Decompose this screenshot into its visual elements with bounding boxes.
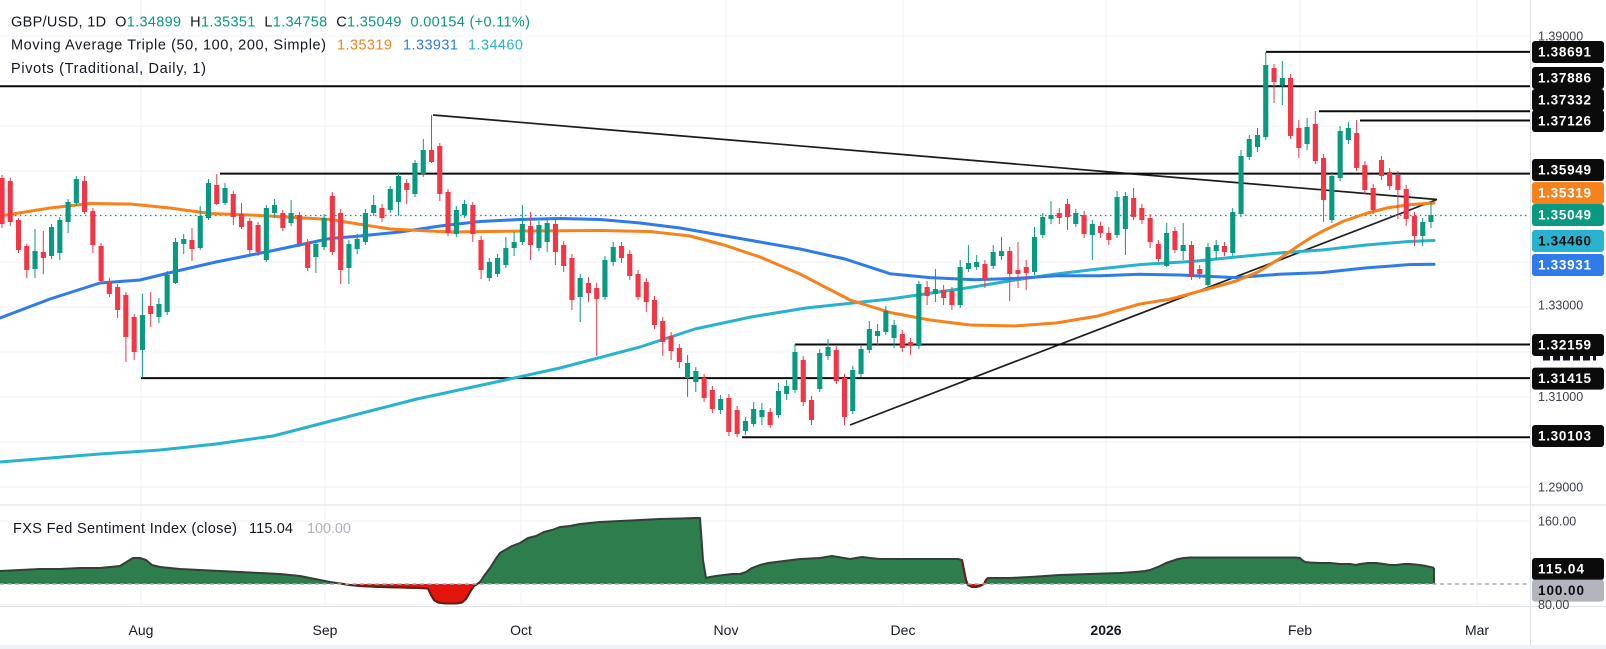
svg-text:Dec: Dec [891,622,916,638]
svg-text:1.35949: 1.35949 [1538,163,1591,178]
svg-text:1.33000: 1.33000 [1538,299,1583,313]
svg-text:1.35049: 1.35049 [1538,208,1591,223]
svg-text:1.39000: 1.39000 [1538,30,1583,44]
svg-text:Aug: Aug [129,622,154,638]
svg-text:Nov: Nov [714,622,739,638]
svg-text:100.00: 100.00 [307,521,351,537]
svg-text:Mar: Mar [1465,622,1489,638]
svg-text:1.34460: 1.34460 [1538,234,1591,249]
svg-text:100.00: 100.00 [1538,583,1584,598]
svg-text:1.30103: 1.30103 [1538,429,1591,444]
svg-text:1.37332: 1.37332 [1538,93,1591,108]
svg-text:1.33931: 1.33931 [1538,258,1591,273]
svg-text:Moving Average Triple (50, 100: Moving Average Triple (50, 100, 200, Sim… [11,38,326,54]
svg-text:1.35319: 1.35319 [337,38,392,54]
svg-text:Sep: Sep [313,622,338,638]
svg-text:1.37886: 1.37886 [1538,71,1591,86]
svg-text:FXS Fed Sentiment Index (close: FXS Fed Sentiment Index (close) [13,521,237,537]
svg-text:1.37126: 1.37126 [1538,114,1591,129]
svg-text:Oct: Oct [510,622,532,638]
svg-text:1.35319: 1.35319 [1538,186,1591,201]
svg-text:80.00: 80.00 [1538,598,1569,612]
svg-text:1.32159: 1.32159 [1538,338,1591,353]
svg-text:1.29000: 1.29000 [1538,481,1583,495]
svg-text:160.00: 160.00 [1538,515,1576,529]
svg-text:GBP/USD, 1D O1.34899 H1.3535: GBP/USD, 1D O1.34899 H1.35351 L1.34758 C… [11,15,530,31]
svg-text:1.31000: 1.31000 [1538,390,1583,404]
svg-text:2026: 2026 [1090,622,1121,638]
svg-text:1.31415: 1.31415 [1538,371,1591,386]
svg-text:1.38691: 1.38691 [1538,45,1591,60]
svg-text:115.04: 115.04 [1538,562,1584,577]
svg-text:1.34460: 1.34460 [468,38,523,54]
svg-text:Feb: Feb [1288,622,1312,638]
svg-text:1.33931: 1.33931 [403,38,458,54]
svg-text:115.04: 115.04 [249,521,293,537]
svg-text:Pivots (Traditional, Daily, 1): Pivots (Traditional, Daily, 1) [11,61,206,77]
